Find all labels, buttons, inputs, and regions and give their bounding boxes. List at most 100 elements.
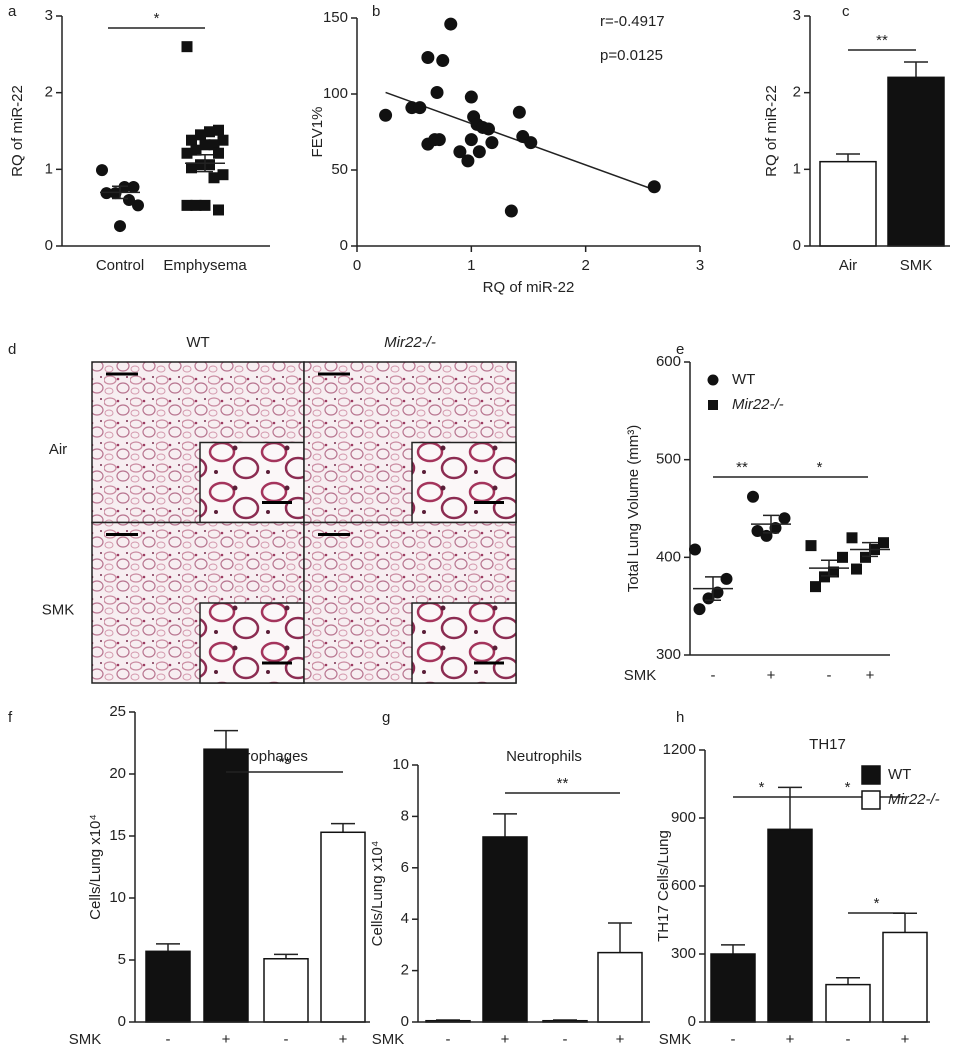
- x-tick-label: -: [846, 1031, 851, 1048]
- bar: [882, 931, 928, 1023]
- row-label: SMK: [42, 602, 75, 619]
- y-tick-label: 300: [656, 646, 681, 663]
- x-tick-label: 3: [696, 257, 704, 274]
- significance-label: *: [759, 779, 765, 796]
- data-point: [421, 51, 435, 65]
- y-tick-label: 600: [656, 353, 681, 370]
- data-point: [693, 603, 706, 616]
- data-point: [118, 180, 131, 193]
- x-tick-label: +: [501, 1031, 510, 1048]
- x-tick-label: -: [446, 1031, 451, 1048]
- significance-label: *: [154, 10, 160, 27]
- data-point: [751, 524, 764, 537]
- x-tick-label: 0: [353, 257, 361, 274]
- inset: [411, 602, 517, 684]
- data-point: [778, 512, 791, 525]
- x-axis-label: SMK: [659, 1031, 692, 1048]
- data-point: [430, 85, 444, 99]
- error-bar: [821, 559, 837, 577]
- data-point: [851, 563, 862, 575]
- y-tick-label: 2: [45, 84, 53, 101]
- y-tick-label: 3: [793, 7, 801, 24]
- x-tick-label: +: [767, 667, 776, 684]
- panel-letter: f: [8, 709, 13, 726]
- y-tick-label: 300: [671, 945, 696, 962]
- data-point: [213, 124, 224, 136]
- stat-annotation: p=0.0125: [600, 47, 663, 64]
- data-point: [413, 101, 427, 115]
- panel-title: Neutrophils: [506, 748, 582, 765]
- y-tick-label: 0: [118, 1013, 126, 1030]
- error-bar: [763, 514, 779, 534]
- y-tick-label: 15: [109, 827, 126, 844]
- bar: [710, 953, 756, 1023]
- data-point: [472, 145, 486, 159]
- data-point: [828, 566, 839, 578]
- data-point: [464, 133, 478, 147]
- significance-label: **: [876, 32, 888, 49]
- data-point: [186, 162, 197, 174]
- data-point: [819, 571, 830, 583]
- x-tick-label: -: [284, 1031, 289, 1048]
- y-tick-label: 0: [340, 237, 348, 254]
- bar: [145, 950, 191, 1023]
- y-axis-label: Cells/Lung x10⁴: [369, 841, 386, 947]
- y-tick-label: 25: [109, 703, 126, 720]
- x-tick-label: 2: [581, 257, 589, 274]
- data-point: [436, 54, 450, 68]
- data-point: [711, 586, 724, 599]
- data-point: [720, 572, 733, 585]
- data-point: [208, 139, 220, 151]
- data-point: [860, 551, 871, 563]
- x-axis-label: RQ of miR-22: [483, 279, 575, 296]
- inset: [411, 441, 517, 524]
- data-point: [186, 134, 197, 146]
- error-bar: [112, 185, 128, 200]
- y-axis-label: RQ of miR-22: [763, 85, 780, 177]
- y-tick-label: 3: [45, 7, 53, 24]
- data-point: [512, 105, 526, 119]
- data-point: [805, 540, 817, 552]
- legend-swatch: [861, 790, 881, 810]
- data-point: [114, 220, 126, 233]
- significance-label: **: [279, 754, 291, 771]
- x-tick-label: -: [166, 1031, 171, 1048]
- error-bar: [904, 61, 928, 78]
- significance-label: *: [817, 459, 823, 476]
- data-point: [810, 581, 821, 593]
- y-tick-label: 6: [401, 859, 409, 876]
- bar: [819, 160, 877, 247]
- bar: [825, 983, 871, 1023]
- data-point: [190, 199, 202, 211]
- y-tick-label: 10: [392, 756, 409, 773]
- data-point: [453, 145, 467, 159]
- legend-swatch: [861, 765, 881, 785]
- y-tick-label: 0: [793, 237, 801, 254]
- significance-label: **: [557, 775, 569, 792]
- panel-title: TH17: [809, 736, 846, 753]
- bar: [203, 748, 249, 1023]
- column-label: WT: [186, 334, 209, 351]
- error-bar: [862, 541, 878, 558]
- x-axis-label: SMK: [372, 1031, 405, 1048]
- bar: [597, 951, 643, 1023]
- error-bar: [836, 153, 860, 162]
- error-bar: [493, 813, 517, 837]
- data-point: [100, 187, 113, 200]
- data-point: [199, 199, 211, 211]
- x-tick-label: SMK: [900, 257, 933, 274]
- panel-letter: b: [372, 3, 380, 20]
- stat-annotation: r=-0.4917: [600, 13, 665, 30]
- x-tick-label: Emphysema: [163, 257, 247, 274]
- error-bar: [721, 944, 745, 954]
- y-tick-label: 1: [45, 160, 53, 177]
- x-tick-label: +: [901, 1031, 910, 1048]
- data-point: [123, 194, 135, 206]
- y-axis-label: FEV1%: [309, 107, 326, 158]
- y-tick-label: 2: [793, 84, 801, 101]
- panel-letter: d: [8, 341, 16, 358]
- data-point: [213, 147, 224, 159]
